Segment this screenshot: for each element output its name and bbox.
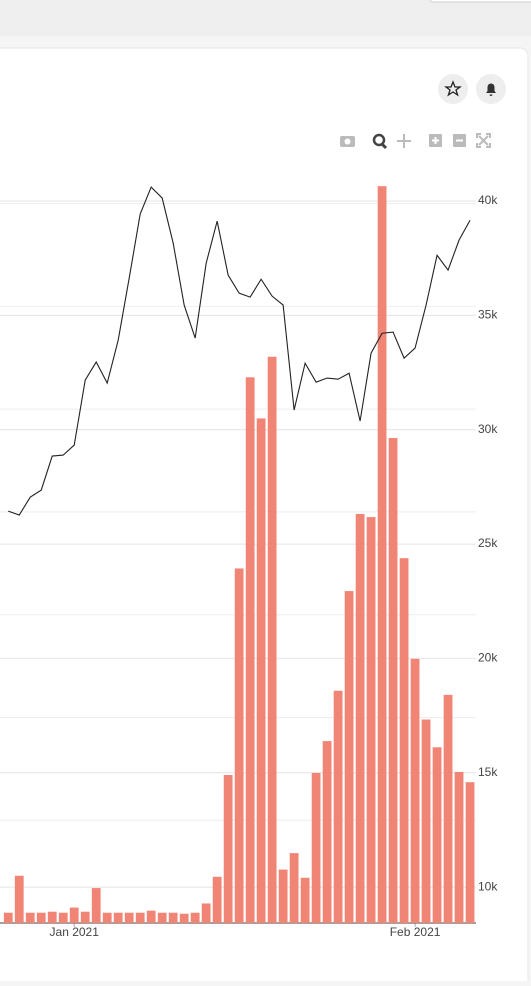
- bar: [157, 912, 167, 923]
- bar: [256, 418, 266, 923]
- bar: [289, 853, 299, 923]
- top-bar: [0, 0, 531, 36]
- bar: [135, 912, 145, 923]
- y2-tick-label: 20k: [478, 651, 498, 665]
- bar: [344, 591, 354, 923]
- y2-tick-label: 30k: [478, 422, 498, 436]
- bar: [410, 658, 420, 923]
- y2-tick-label: 35k: [478, 308, 498, 322]
- bar: [443, 694, 453, 923]
- bar: [80, 911, 90, 923]
- bar: [278, 869, 288, 923]
- bar: [25, 912, 35, 923]
- zoom-button[interactable]: [372, 133, 388, 150]
- bar: [366, 517, 376, 923]
- bar: [212, 876, 222, 923]
- y2-tick-label: 25k: [478, 536, 498, 550]
- zoom-out-button[interactable]: [453, 134, 466, 147]
- bar: [69, 907, 79, 923]
- bar: [3, 912, 13, 923]
- star-button[interactable]: [438, 74, 468, 104]
- bar: [311, 772, 321, 923]
- modebar: [340, 133, 491, 150]
- y2-tick-label: 10k: [478, 879, 498, 893]
- bar: [179, 913, 189, 923]
- bar: [234, 568, 244, 923]
- y2-tick-label: 40k: [478, 193, 498, 207]
- autoscale-button[interactable]: [476, 133, 491, 148]
- bar: [146, 910, 156, 923]
- y2-tick-label: 15k: [478, 765, 498, 779]
- bar: [124, 912, 134, 923]
- plot: 10k 15k 20k 25k 30k 35k 40k Jan 2021 Feb 2021: [0, 186, 498, 939]
- bar: [47, 911, 57, 923]
- bar: [267, 356, 277, 924]
- zoom-in-button[interactable]: [429, 134, 442, 147]
- top-input[interactable]: [429, 0, 531, 3]
- bar: [399, 558, 409, 923]
- bar: [168, 912, 178, 923]
- bar: [465, 782, 475, 923]
- bar: [36, 912, 46, 923]
- bar: [245, 377, 255, 923]
- x-tick-label: Jan 2021: [50, 925, 100, 939]
- line: [8, 186, 471, 516]
- bar: [91, 888, 101, 923]
- bar: [454, 771, 464, 923]
- bar: [190, 912, 200, 923]
- bar: [14, 875, 24, 923]
- bar: [322, 741, 332, 923]
- bar: [432, 747, 442, 923]
- bar: [333, 690, 343, 923]
- bar: [388, 437, 398, 923]
- camera-button[interactable]: [340, 136, 355, 147]
- bar: [377, 186, 387, 924]
- bar: [421, 719, 431, 923]
- bar: [355, 513, 365, 923]
- bar: [58, 912, 68, 923]
- pan-button[interactable]: [397, 134, 411, 148]
- bell-button[interactable]: [476, 74, 506, 104]
- x-tick-label: Feb 2021: [390, 925, 441, 939]
- bar: [201, 903, 211, 923]
- bar: [223, 775, 233, 923]
- bar: [300, 877, 310, 923]
- bar: [113, 912, 123, 923]
- bar: [102, 912, 112, 923]
